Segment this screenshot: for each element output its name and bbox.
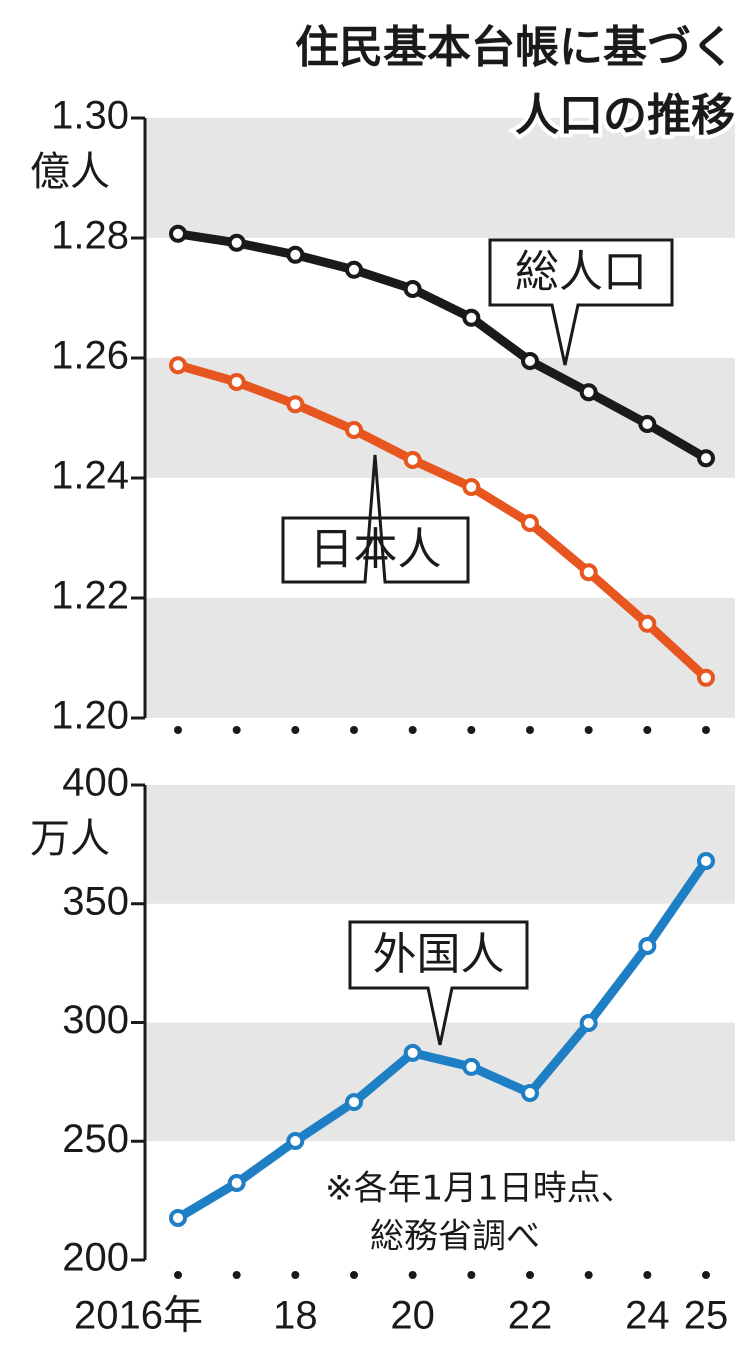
x-dot	[350, 1271, 358, 1279]
y-tick-label: 250	[62, 1117, 129, 1161]
data-point	[403, 1043, 422, 1062]
y-tick-label: 300	[62, 998, 129, 1042]
y-tick-label: 350	[62, 879, 129, 923]
series-label: 日本人	[310, 524, 442, 575]
series-label: 総人口	[515, 247, 647, 298]
series-line	[177, 229, 709, 463]
y-tick-label: 200	[62, 1236, 129, 1280]
y-tick-label: 400	[62, 761, 129, 805]
x-dot	[467, 726, 476, 734]
series-label: 外国人	[373, 929, 505, 980]
x-tick-label: 22	[508, 1294, 553, 1338]
grid-band	[145, 785, 735, 904]
data-point	[462, 308, 481, 327]
y-unit: 億人	[30, 149, 110, 195]
x-dot	[584, 1271, 593, 1279]
data-point	[638, 937, 657, 956]
note: ※各年1月1日時点、	[325, 1169, 635, 1209]
x-tick-label: 2016年	[74, 1294, 203, 1338]
data-point	[579, 1013, 598, 1032]
x-dot	[702, 1271, 710, 1279]
x-dot	[702, 726, 710, 734]
data-point	[286, 245, 305, 264]
data-point	[227, 373, 246, 391]
data-point	[345, 1093, 363, 1112]
x-dot	[643, 1271, 652, 1279]
data-point	[579, 563, 598, 582]
x-dot	[643, 726, 652, 734]
y-tick-label: 1.24	[51, 454, 129, 498]
y-tick-label: 1.30	[51, 94, 129, 138]
x-dot	[291, 1271, 300, 1279]
x-tick-label: 18	[273, 1294, 318, 1338]
callout-box	[281, 454, 470, 584]
chart-title: 住民基本台帳に基づく	[295, 22, 735, 73]
data-point	[462, 1057, 481, 1076]
x-dot	[174, 726, 182, 734]
data-point	[345, 421, 363, 439]
callout-box	[348, 920, 529, 1046]
data-point	[579, 383, 598, 402]
data-point	[697, 852, 715, 870]
data-point	[697, 449, 715, 468]
x-dot	[232, 1271, 241, 1279]
data-point	[403, 280, 422, 298]
x-dot	[174, 1271, 182, 1279]
data-point	[403, 451, 422, 469]
data-point	[521, 1084, 539, 1103]
callout-box	[488, 238, 674, 366]
data-point	[638, 614, 657, 633]
x-dot	[467, 1271, 476, 1279]
x-tick-label: 24	[625, 1294, 670, 1338]
data-point	[462, 478, 481, 496]
data-point	[169, 1208, 187, 1227]
x-dot	[526, 1271, 534, 1279]
data-point	[286, 395, 305, 414]
chart-title: 人口の推移	[515, 90, 735, 141]
data-point	[638, 415, 657, 433]
data-point	[169, 224, 187, 243]
data-point	[227, 1174, 246, 1193]
y-tick-label: 1.28	[51, 214, 129, 258]
data-point	[345, 260, 363, 279]
data-point	[697, 668, 715, 687]
x-dot	[526, 726, 534, 734]
data-point	[227, 233, 246, 252]
x-tick-label: 20	[390, 1294, 435, 1338]
x-dot	[584, 726, 593, 734]
series-line	[175, 858, 710, 1222]
y-tick-label: 1.22	[51, 574, 129, 618]
data-point	[286, 1132, 305, 1151]
series-line	[176, 360, 710, 682]
x-dot	[408, 726, 417, 734]
data-point	[521, 514, 539, 532]
grid-band	[145, 118, 735, 238]
x-dot	[350, 726, 358, 734]
data-point	[521, 352, 539, 370]
x-tick-label: 25	[684, 1294, 729, 1338]
y-tick-label: 1.26	[51, 334, 129, 378]
note: 総務省調べ	[370, 1217, 540, 1257]
y-unit: 万人	[30, 816, 110, 862]
data-point	[169, 356, 187, 375]
x-dot	[408, 1271, 417, 1279]
y-tick-label: 1.20	[51, 694, 129, 738]
x-dot	[232, 726, 241, 734]
x-dot	[291, 726, 300, 734]
